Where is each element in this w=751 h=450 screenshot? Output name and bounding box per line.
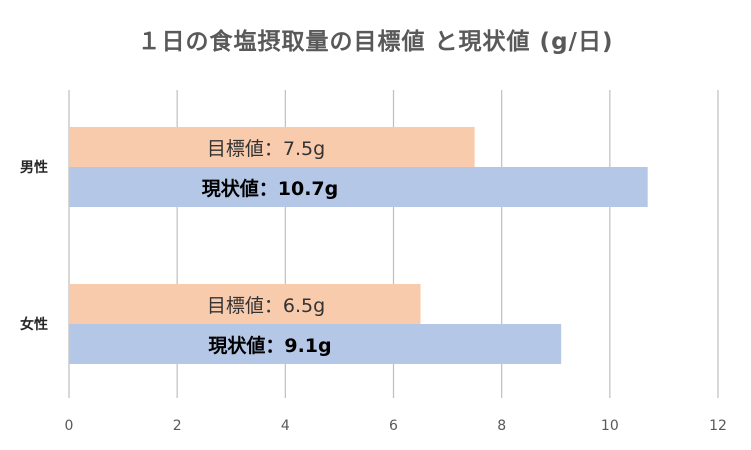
- bar-current: [69, 324, 562, 364]
- x-tick-label: 2: [173, 418, 182, 434]
- bar-target: [69, 284, 421, 324]
- x-tick-label: 10: [601, 418, 619, 434]
- bar-current: [69, 167, 648, 207]
- bar-label-target: 目標値：7.5g: [207, 138, 325, 160]
- category-label: 男性: [20, 159, 48, 176]
- bar-label-target: 目標値：6.5g: [207, 295, 325, 317]
- x-tick-label: 0: [65, 418, 74, 434]
- bars: [69, 127, 648, 364]
- category-label: 女性: [20, 316, 48, 333]
- x-axis-tick-labels: 0 2 4 6 8 10 12: [65, 418, 727, 434]
- bar-target: [69, 127, 475, 167]
- x-tick-label: 6: [389, 418, 398, 434]
- chart-title: １日の食塩摂取量の目標値 と現状値 (g/日): [137, 29, 614, 55]
- bar-labels: 目標値：7.5g 現状値：10.7g 目標値：6.5g 現状値：9.1g: [202, 138, 338, 357]
- x-tick-label: 8: [497, 418, 506, 434]
- bar-label-current: 現状値：10.7g: [202, 177, 338, 200]
- bar-label-current: 現状値：9.1g: [208, 334, 331, 357]
- x-tick-label: 12: [709, 418, 727, 434]
- x-tick-label: 4: [281, 418, 290, 434]
